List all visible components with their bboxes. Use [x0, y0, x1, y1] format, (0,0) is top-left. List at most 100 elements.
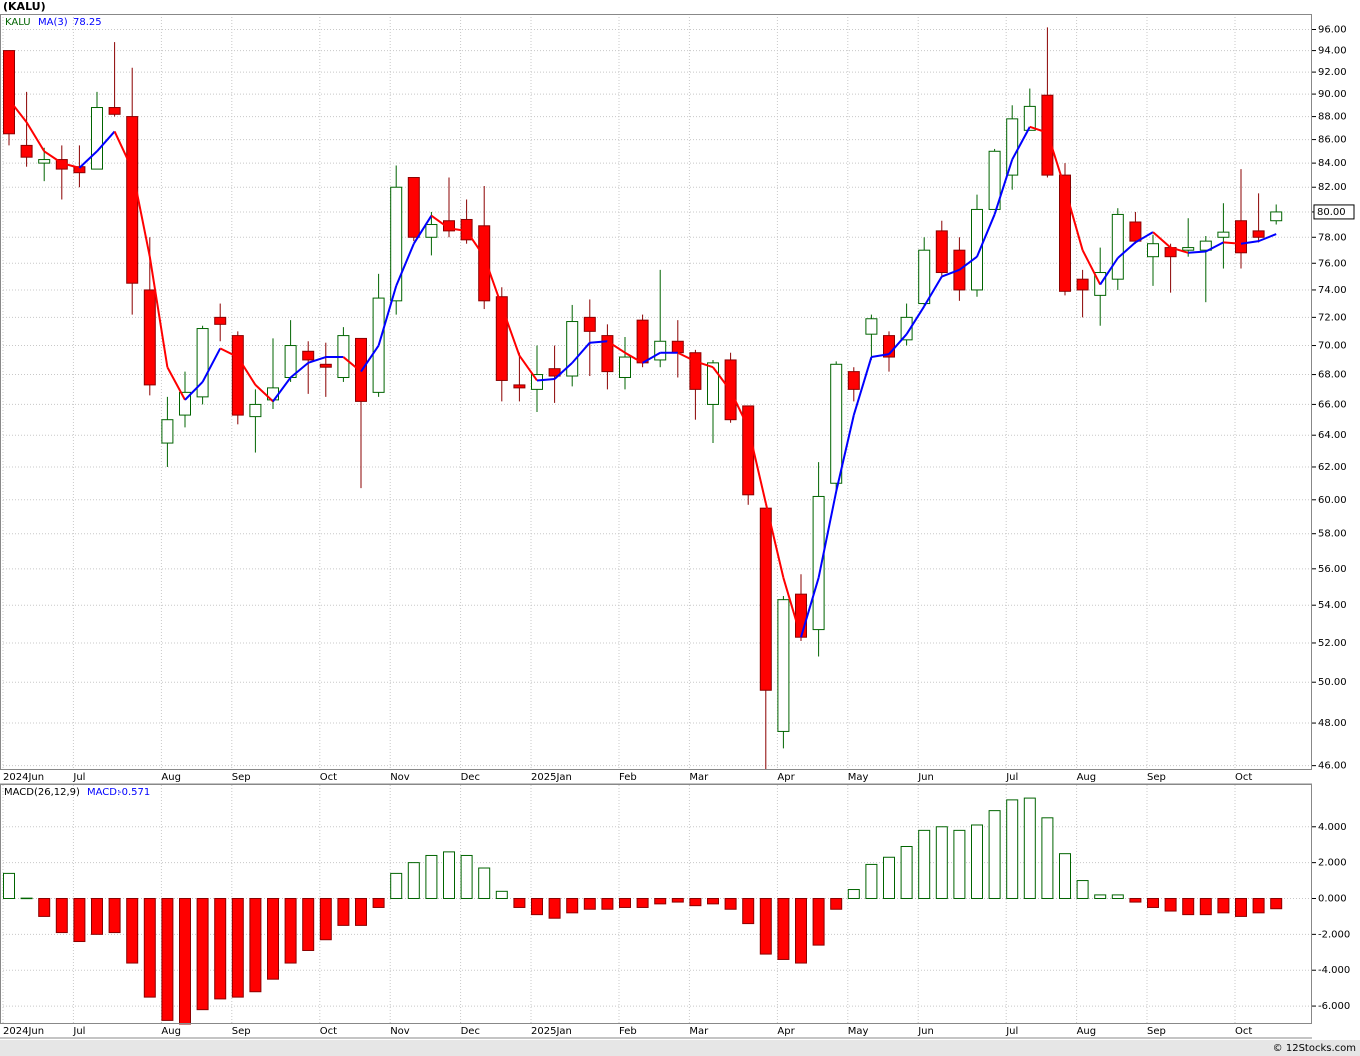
- macd-bar: [1164, 897, 1177, 912]
- macd-title: MACD(26,12,9): [4, 787, 80, 798]
- ma-segment: [377, 285, 398, 346]
- ma-segment: [166, 366, 186, 401]
- macd-bar: [460, 854, 473, 899]
- chart-title: (KALU): [3, 0, 46, 13]
- candle-body: [865, 318, 878, 335]
- y-tick-label: 84.00: [1318, 158, 1347, 169]
- macd-bar: [91, 897, 103, 935]
- x-tick-label: Aug: [1077, 1026, 1097, 1037]
- ma-segment: [871, 353, 890, 359]
- candle-body: [777, 599, 790, 732]
- candle-body: [1217, 231, 1230, 238]
- macd-bar: [196, 897, 209, 1011]
- macd-bar: [73, 897, 86, 943]
- candle-body: [1235, 220, 1247, 254]
- y-tick-label: 68.00: [1318, 370, 1347, 381]
- y-tick-label: 92.00: [1318, 67, 1347, 78]
- candle-body: [900, 316, 913, 341]
- ma-segment: [1029, 125, 1048, 134]
- macd-bar: [548, 897, 561, 919]
- x-tick-label: Jul: [72, 772, 85, 783]
- ma-segment: [677, 351, 696, 363]
- ma-segment: [835, 414, 855, 492]
- macd-bar: [1182, 897, 1195, 916]
- macd-bar: [38, 897, 51, 917]
- x-tick-label: May: [848, 772, 869, 783]
- macd-value-name: MACD:: [87, 787, 120, 798]
- macd-bar: [390, 872, 403, 899]
- ma-segment: [606, 340, 626, 354]
- y-tick-label: 90.00: [1318, 89, 1347, 100]
- x-tick-label: May: [848, 1026, 869, 1037]
- ma-segment: [113, 131, 134, 170]
- candle-body: [1111, 213, 1124, 280]
- ma-segment: [1223, 241, 1242, 245]
- ma-segment: [78, 150, 98, 169]
- ma-segment: [976, 214, 996, 258]
- ma-segment: [642, 351, 661, 364]
- macd-bar: [742, 897, 755, 925]
- macd-bar: [425, 854, 438, 899]
- candle-body: [759, 507, 772, 691]
- candle-body: [196, 328, 209, 398]
- macd-bar: [20, 897, 33, 900]
- candle-body: [883, 335, 895, 358]
- candle-body: [20, 144, 33, 158]
- x-tick-label: Oct: [1235, 772, 1252, 783]
- copyright: © 12Stocks.com: [1273, 1043, 1356, 1054]
- macd-bar: [988, 810, 1001, 899]
- x-tick-label: Feb: [619, 1026, 637, 1037]
- x-tick-label: Jul: [72, 1026, 85, 1037]
- footer-strip: [0, 1040, 1360, 1056]
- candle-body: [443, 220, 455, 232]
- y-tick-label: 94.00: [1318, 46, 1347, 57]
- ma-segment: [1240, 240, 1259, 245]
- x-tick-label: Oct: [320, 772, 337, 783]
- candle-body: [231, 335, 244, 416]
- candle-body: [3, 50, 15, 135]
- ma-segment: [958, 255, 978, 271]
- macd-bar: [1235, 897, 1247, 917]
- ma-segment: [764, 502, 785, 579]
- candle-body: [619, 356, 631, 378]
- ma-segment: [782, 577, 802, 638]
- candle-body: [918, 249, 931, 305]
- y-tick-label: 60.00: [1318, 495, 1347, 506]
- macd-bar: [478, 867, 491, 899]
- candle-body: [548, 368, 561, 377]
- ma-segment: [1170, 246, 1189, 254]
- macd-bar: [3, 872, 15, 899]
- macd-bar: [724, 897, 737, 910]
- candle-body: [1252, 230, 1265, 238]
- x-tick-label: Nov: [390, 772, 410, 783]
- candle-body: [531, 374, 543, 390]
- candle-body: [671, 340, 684, 354]
- x-tick-label: Feb: [619, 772, 637, 783]
- x-tick-label: Jun: [917, 772, 934, 783]
- macd-bar: [583, 897, 596, 910]
- macd-bar: [671, 897, 684, 903]
- legend-ma: MA(3): [38, 17, 68, 28]
- x-tick-label: 2024Jun: [3, 772, 44, 783]
- ma-segment: [695, 360, 714, 369]
- macd-bar: [1111, 894, 1124, 899]
- ma-segment: [729, 390, 750, 428]
- macd-bar: [443, 851, 455, 899]
- ma-segment: [1046, 132, 1066, 189]
- ma-segment: [96, 130, 116, 152]
- y-tick-label: 70.00: [1318, 341, 1347, 352]
- candle-body: [830, 363, 843, 484]
- macd-bar: [847, 889, 860, 899]
- candle-body: [407, 177, 420, 238]
- macd-bar: [355, 897, 367, 926]
- ma-segment: [201, 347, 222, 383]
- macd-bar: [1094, 894, 1107, 899]
- candle-body: [707, 362, 719, 405]
- macd-bar: [654, 897, 667, 905]
- ma-segment: [483, 256, 503, 307]
- ma-segment: [905, 305, 926, 335]
- macd-bar: [883, 856, 895, 899]
- candle-body: [91, 107, 103, 170]
- macd-bar: [1217, 897, 1230, 914]
- x-tick-label: Aug: [161, 1026, 181, 1037]
